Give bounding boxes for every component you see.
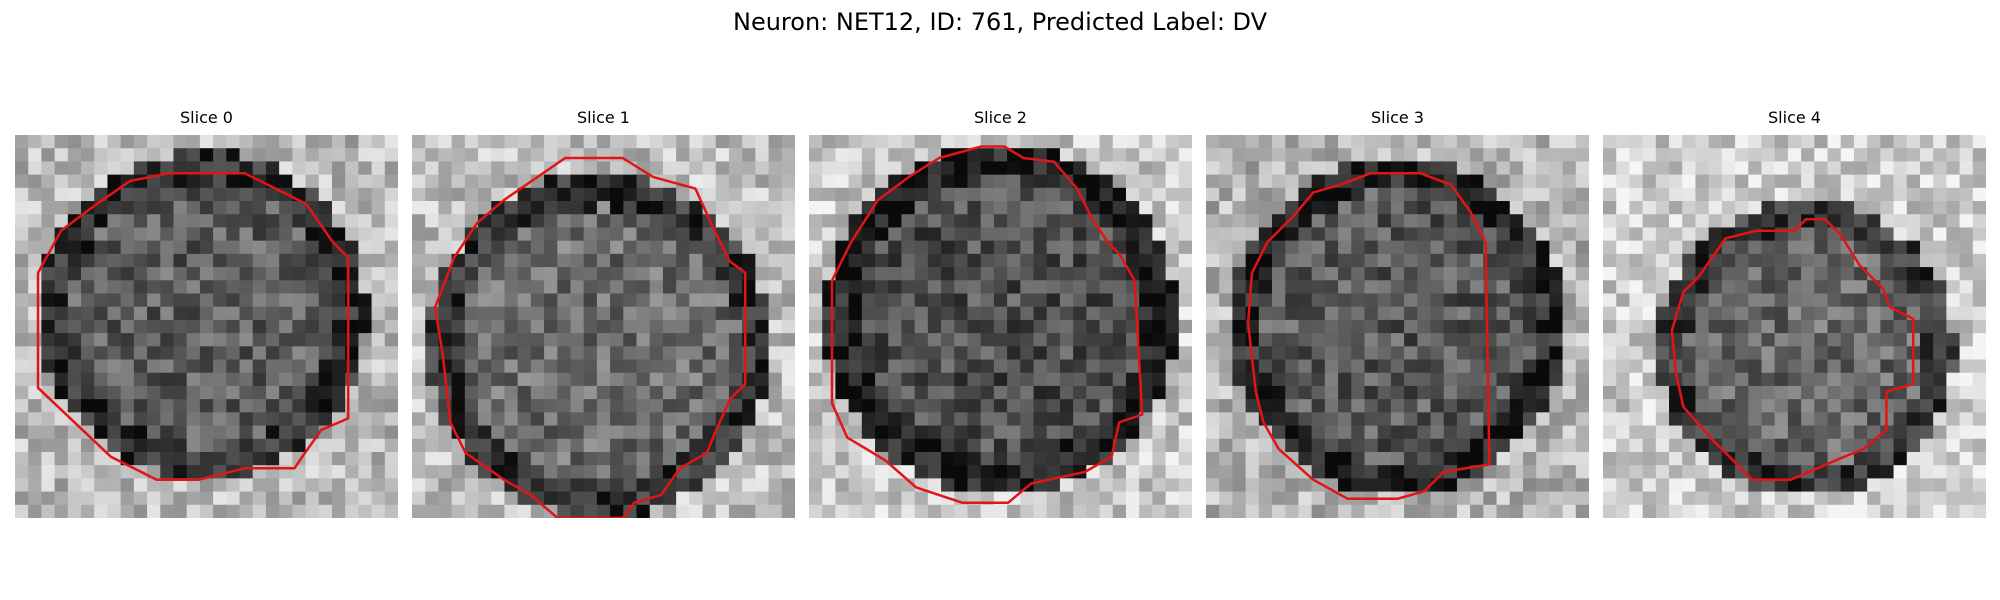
slice-title-3: Slice 3 bbox=[1371, 108, 1424, 127]
slice-panel-1: Slice 1 bbox=[412, 108, 795, 518]
segmentation-contour bbox=[36, 172, 350, 481]
segmentation-contour bbox=[1670, 218, 1915, 481]
slice-title-1: Slice 1 bbox=[577, 108, 630, 127]
figure-title: Neuron: NET12, ID: 761, Predicted Label:… bbox=[732, 8, 1268, 36]
slice-image-4 bbox=[1603, 135, 1986, 518]
segmentation-contour bbox=[433, 156, 747, 518]
slice-panel-2: Slice 2 bbox=[809, 108, 1192, 518]
slice-image-0 bbox=[15, 135, 398, 518]
slice-image-2 bbox=[809, 135, 1192, 518]
slice-panel-4: Slice 4 bbox=[1603, 108, 1986, 518]
slice-title-0: Slice 0 bbox=[180, 108, 233, 127]
slice-panel-3: Slice 3 bbox=[1206, 108, 1589, 518]
slice-image-3 bbox=[1206, 135, 1589, 518]
slice-panel-0: Slice 0 bbox=[15, 108, 398, 518]
slice-image-1 bbox=[412, 135, 795, 518]
segmentation-contour bbox=[830, 145, 1144, 504]
slice-title-4: Slice 4 bbox=[1768, 108, 1821, 127]
slice-title-2: Slice 2 bbox=[974, 108, 1027, 127]
segmentation-contour bbox=[1246, 172, 1491, 501]
